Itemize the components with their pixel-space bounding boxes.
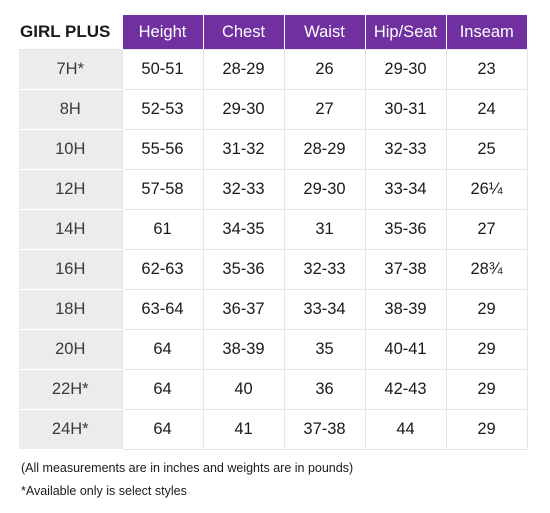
size-chart-table: GIRL PLUS Height Chest Waist Hip/Seat In… — [19, 15, 528, 450]
cell-inseam: 29 — [446, 409, 528, 450]
cell-waist: 27 — [284, 89, 366, 130]
cell-chest: 34-35 — [203, 209, 285, 250]
cell-height: 64 — [122, 369, 204, 410]
cell-height: 63-64 — [122, 289, 204, 330]
table-row: 10H 55-56 31-32 28-29 32-33 25 — [19, 129, 528, 170]
cell-waist: 35 — [284, 329, 366, 370]
table-row: 14H 61 34-35 31 35-36 27 — [19, 209, 528, 250]
cell-height: 57-58 — [122, 169, 204, 210]
column-header-hip-seat: Hip/Seat — [365, 15, 447, 50]
column-header-inseam: Inseam — [446, 15, 527, 50]
cell-inseam: 29 — [446, 369, 528, 410]
cell-height: 50-51 — [122, 49, 204, 90]
cell-inseam: 26¼ — [446, 169, 528, 210]
cell-hip-seat: 40-41 — [365, 329, 447, 370]
cell-inseam: 23 — [446, 49, 528, 90]
column-header-height: Height — [122, 15, 204, 50]
cell-chest: 28-29 — [203, 49, 285, 90]
size-label: 10H — [19, 129, 123, 170]
availability-note: *Available only is select styles — [21, 484, 187, 498]
cell-inseam: 29 — [446, 329, 528, 370]
cell-chest: 36-37 — [203, 289, 285, 330]
cell-inseam: 29 — [446, 289, 528, 330]
cell-waist: 33-34 — [284, 289, 366, 330]
cell-waist: 32-33 — [284, 249, 366, 290]
size-label: 12H — [19, 169, 123, 210]
cell-chest: 40 — [203, 369, 285, 410]
cell-waist: 28-29 — [284, 129, 366, 170]
cell-waist: 37-38 — [284, 409, 366, 450]
cell-inseam: 28¾ — [446, 249, 528, 290]
cell-waist: 26 — [284, 49, 366, 90]
table-row: 8H 52-53 29-30 27 30-31 24 — [19, 89, 528, 130]
cell-hip-seat: 32-33 — [365, 129, 447, 170]
cell-height: 64 — [122, 329, 204, 370]
table-body: 7H* 50-51 28-29 26 29-30 23 8H 52-53 29-30 27 30-3… — [19, 49, 528, 450]
cell-hip-seat: 35-36 — [365, 209, 447, 250]
cell-chest: 32-33 — [203, 169, 285, 210]
cell-hip-seat: 38-39 — [365, 289, 447, 330]
cell-height: 52-53 — [122, 89, 204, 130]
cell-waist: 29-30 — [284, 169, 366, 210]
header-row: GIRL PLUS Height Chest Waist Hip/Seat In… — [19, 15, 527, 50]
cell-height: 55-56 — [122, 129, 204, 170]
table-title: GIRL PLUS — [19, 15, 123, 50]
measurement-note: (All measurements are in inches and weig… — [21, 461, 354, 475]
cell-hip-seat: 44 — [365, 409, 447, 450]
size-label: 14H — [19, 209, 123, 250]
size-label: 18H — [19, 289, 123, 330]
cell-chest: 38-39 — [203, 329, 285, 370]
cell-hip-seat: 33-34 — [365, 169, 447, 210]
cell-chest: 35-36 — [203, 249, 285, 290]
table-row: 22H* 64 40 36 42-43 29 — [19, 369, 528, 410]
cell-chest: 41 — [203, 409, 285, 450]
table-row: 12H 57-58 32-33 29-30 33-34 26¼ — [19, 169, 528, 210]
column-header-waist: Waist — [284, 15, 366, 50]
cell-waist: 36 — [284, 369, 366, 410]
size-label: 16H — [19, 249, 123, 290]
cell-inseam: 24 — [446, 89, 528, 130]
table-row: 18H 63-64 36-37 33-34 38-39 29 — [19, 289, 528, 330]
cell-hip-seat: 37-38 — [365, 249, 447, 290]
cell-hip-seat: 42-43 — [365, 369, 447, 410]
cell-height: 62-63 — [122, 249, 204, 290]
cell-waist: 31 — [284, 209, 366, 250]
cell-hip-seat: 29-30 — [365, 49, 447, 90]
cell-chest: 29-30 — [203, 89, 285, 130]
table-row: 7H* 50-51 28-29 26 29-30 23 — [19, 49, 528, 90]
column-header-chest: Chest — [203, 15, 285, 50]
table-row: 16H 62-63 35-36 32-33 37-38 28¾ — [19, 249, 528, 290]
size-label: 8H — [19, 89, 123, 130]
size-label: 24H* — [19, 409, 123, 450]
table-row: 24H* 64 41 37-38 44 29 — [19, 409, 528, 450]
cell-height: 61 — [122, 209, 204, 250]
cell-inseam: 25 — [446, 129, 528, 170]
cell-height: 64 — [122, 409, 204, 450]
cell-chest: 31-32 — [203, 129, 285, 170]
size-label: 22H* — [19, 369, 123, 410]
cell-inseam: 27 — [446, 209, 528, 250]
table-row: 20H 64 38-39 35 40-41 29 — [19, 329, 528, 370]
cell-hip-seat: 30-31 — [365, 89, 447, 130]
size-label: 7H* — [19, 49, 123, 90]
size-label: 20H — [19, 329, 123, 370]
